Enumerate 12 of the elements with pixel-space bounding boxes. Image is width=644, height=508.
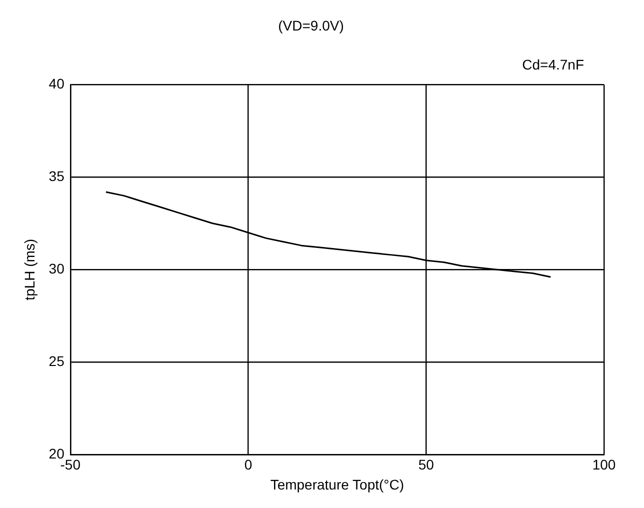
y-tick-label: 30 [48, 260, 65, 276]
y-tick-label: 25 [48, 352, 65, 369]
y-tick-label: 35 [48, 168, 65, 184]
y-axis-title: tpLH (ms) [21, 238, 38, 300]
x-tick-label: 100 [592, 456, 616, 473]
text: Cd=4.7nF [522, 56, 584, 73]
x-tick-label: 50 [418, 456, 434, 473]
chart-title: (VD=9.0V) [278, 17, 344, 34]
x-axis-title: Temperature Topt(°C) [270, 476, 404, 492]
y-tick-label: 20 [48, 445, 65, 462]
y-tick-label: 40 [48, 76, 65, 92]
x-tick-label: 0 [244, 456, 252, 473]
